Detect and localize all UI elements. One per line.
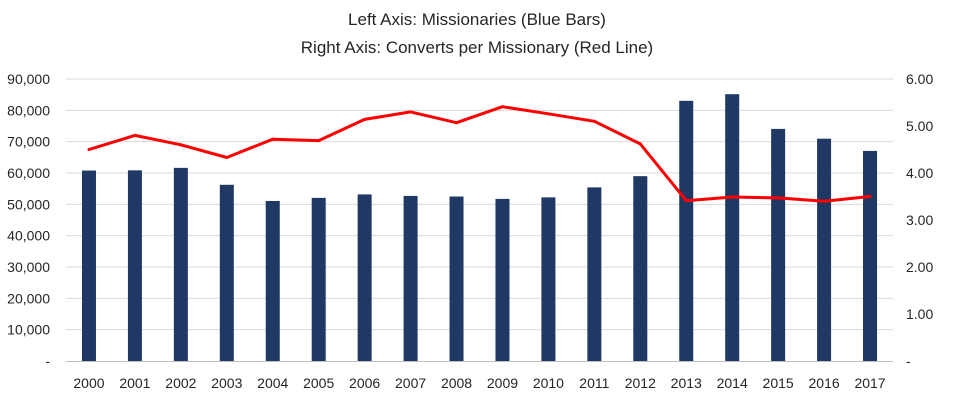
line-point [455, 121, 459, 125]
left-axis-tick-label: 20,000 [7, 290, 50, 306]
line-point [225, 155, 229, 159]
x-axis-tick-label: 2007 [395, 375, 426, 391]
line-point [271, 137, 275, 141]
bar [541, 197, 556, 361]
x-axis-tick-label: 2006 [349, 375, 380, 391]
right-axis-tick-label: - [906, 353, 911, 369]
x-axis-tick-label: 2010 [533, 375, 564, 391]
right-axis-tick-label: 1.00 [906, 306, 933, 322]
left-axis-tick-label: 50,000 [7, 196, 50, 212]
line-point [409, 110, 413, 114]
bar [679, 100, 694, 361]
bar [449, 196, 464, 361]
bar [357, 194, 372, 361]
right-axis-tick-label: 4.00 [906, 165, 933, 181]
right-axis-tick-label: 3.00 [906, 212, 933, 228]
left-axis-tick-label: 60,000 [7, 165, 50, 181]
line-point [133, 133, 137, 137]
line-point [317, 139, 321, 143]
bar [81, 170, 96, 361]
bar [265, 200, 280, 361]
line-point [868, 195, 872, 198]
line-point [179, 143, 183, 147]
bar [771, 128, 786, 361]
x-axis-tick-label: 2005 [303, 375, 334, 391]
x-axis-tick-label: 2001 [119, 375, 150, 391]
x-axis-tick-label: 2013 [671, 375, 702, 391]
line-point [546, 112, 550, 116]
x-axis-tick-label: 2002 [165, 375, 196, 391]
bar [403, 195, 418, 361]
line-point [592, 119, 596, 123]
x-axis-tick-label: 2008 [441, 375, 472, 391]
x-axis-tick-label: 2017 [854, 375, 885, 391]
chart-title-line-2: Right Axis: Converts per Missionary (Red… [300, 38, 654, 57]
chart-title-line-1: Left Axis: Missionaries (Blue Bars) [348, 10, 606, 29]
x-axis-tick-label: 2015 [763, 375, 794, 391]
line-point [638, 142, 642, 146]
x-axis-tick-label: 2000 [73, 375, 104, 391]
left-axis-tick-label: - [45, 353, 50, 369]
left-axis-tick-label: 70,000 [7, 134, 50, 150]
line-point [87, 148, 91, 151]
bar [173, 167, 188, 361]
left-axis-tick-label: 90,000 [7, 71, 50, 87]
line-point [500, 105, 504, 109]
right-axis-tick-label: 6.00 [906, 71, 933, 87]
x-axis-tick-label: 2003 [211, 375, 242, 391]
line-point [363, 117, 367, 121]
x-axis-tick-label: 2014 [717, 375, 748, 391]
bar [495, 198, 510, 361]
bar [587, 187, 602, 361]
bar [863, 150, 878, 361]
left-axis-tick-label: 80,000 [7, 102, 50, 118]
x-axis-tick-label: 2012 [625, 375, 656, 391]
x-axis-tick-label: 2009 [487, 375, 518, 391]
left-axis-tick-label: 40,000 [7, 228, 50, 244]
bar [725, 94, 740, 362]
left-axis-tick-label: 10,000 [7, 322, 50, 338]
left-axis-tick-label: 30,000 [7, 259, 50, 275]
bar [311, 197, 326, 361]
bar [817, 138, 832, 361]
bar [219, 184, 234, 361]
x-axis-tick-label: 2004 [257, 375, 288, 391]
x-axis-tick-label: 2016 [809, 375, 840, 391]
line-point [776, 196, 780, 200]
line-series [88, 105, 871, 203]
right-axis-tick-label: 5.00 [906, 118, 933, 134]
x-axis-tick-label: 2011 [579, 375, 609, 391]
line-point [822, 199, 826, 203]
bar [127, 170, 142, 361]
line-point [684, 199, 688, 203]
right-axis-tick-label: 2.00 [906, 259, 933, 275]
bar [633, 176, 648, 361]
line-point [730, 195, 734, 199]
